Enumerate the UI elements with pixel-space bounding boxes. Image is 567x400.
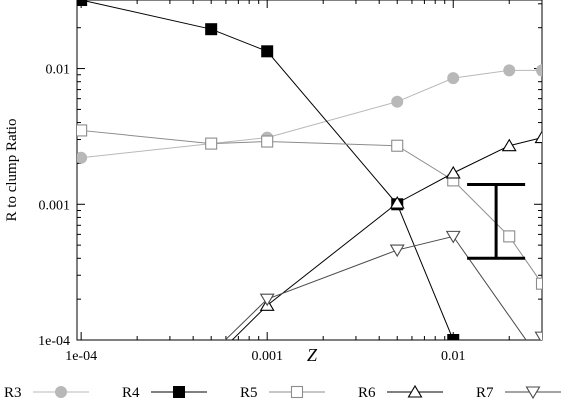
x-tick-label: 1e-04 <box>65 349 97 364</box>
legend-label-r4: R4 <box>122 385 140 400</box>
series-r3-point <box>77 151 88 164</box>
legend-item-r5: R5 <box>240 385 325 400</box>
series-r3 <box>77 64 542 164</box>
series-r7-point <box>389 244 405 258</box>
series-r7 <box>534 331 542 340</box>
series-r4-point <box>205 23 218 36</box>
series-r4-point <box>77 0 88 6</box>
legend-marker-r4 <box>173 386 185 398</box>
series-r5-point <box>503 230 516 243</box>
legend-item-r6: R6 <box>358 384 443 400</box>
x-tick-label: 0.001 <box>251 349 283 364</box>
series-r7-point <box>534 331 542 340</box>
series-r7-line <box>224 235 527 340</box>
series-r3-point <box>447 72 460 85</box>
legend-label-r7: R7 <box>476 385 494 400</box>
series-r5-point <box>261 135 274 148</box>
legend-item-r7: R7 <box>476 385 561 400</box>
legend-item-r4: R4 <box>122 385 207 400</box>
legend: R3 R4 R5 R6 R7 <box>4 384 561 400</box>
series-r5-point <box>391 139 404 152</box>
series-layer <box>77 0 542 340</box>
series-r6-point <box>534 130 542 144</box>
series-r4-point <box>261 45 274 58</box>
series-r4-point <box>447 334 460 340</box>
error-bar <box>467 182 526 260</box>
y-tick-label: 0.001 <box>39 198 71 213</box>
x-tick-label: 0.01 <box>441 349 466 364</box>
legend-marker-r3 <box>55 386 67 398</box>
series-r3-line <box>81 69 542 159</box>
series-r3-point <box>391 95 404 108</box>
legend-marker-r7 <box>525 386 541 400</box>
series-r6-point <box>445 165 461 179</box>
series-r3-point <box>503 64 516 77</box>
series-r5-point <box>205 137 218 150</box>
legend-item-r3: R3 <box>4 385 89 400</box>
series-r5-point <box>535 277 542 290</box>
y-tick-label: 0.01 <box>46 63 71 78</box>
series-r6-point <box>389 196 405 209</box>
axis-ticks <box>77 0 542 341</box>
legend-marker-r5 <box>290 385 304 399</box>
series-r7-point <box>445 230 461 244</box>
x-axis-label: Z <box>307 345 318 365</box>
y-tick-label: 1e-04 <box>38 334 70 349</box>
legend-marker-r6 <box>407 384 423 398</box>
series-r3-point <box>536 64 542 77</box>
series-r6-line <box>231 137 542 340</box>
axis-tick-labels: 1e-04 0.001 0.01 1e-04 0.001 0.01 <box>38 63 465 364</box>
legend-label-r5: R5 <box>240 385 258 400</box>
series-r7-point <box>259 293 275 307</box>
series-r4-line <box>81 0 455 340</box>
series-r5 <box>77 124 542 290</box>
y-axis-label: R to clump Ratio <box>4 119 20 222</box>
legend-label-r6: R6 <box>358 385 376 400</box>
legend-label-r3: R3 <box>4 385 22 400</box>
series-r5-point <box>77 124 88 137</box>
plot-frame <box>76 0 543 341</box>
series-r7 <box>224 230 527 340</box>
series-r6-point <box>501 138 517 152</box>
series-r6 <box>231 130 542 340</box>
series-r5-line <box>81 129 542 284</box>
